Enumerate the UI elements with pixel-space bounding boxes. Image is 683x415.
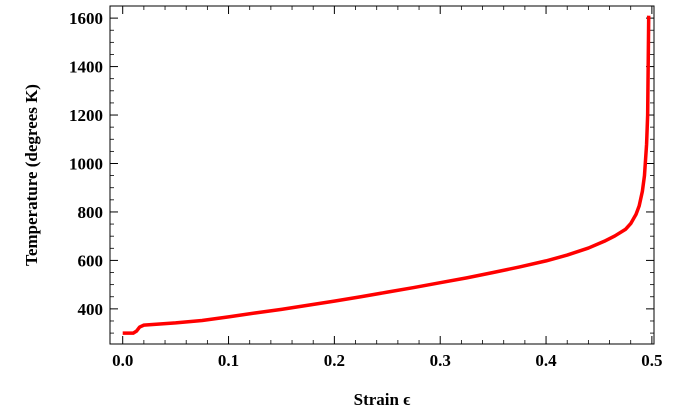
- x-tick-label: 0.2: [324, 351, 345, 370]
- x-axis-label: Strain ϵ: [354, 390, 411, 409]
- y-tick-label: 1400: [69, 58, 103, 77]
- temperature-series-line: [122, 15, 651, 335]
- plot-frame: [109, 5, 655, 345]
- axis-ticks: [110, 6, 654, 344]
- series-group: [122, 15, 651, 335]
- x-tick-label: 0.3: [430, 351, 451, 370]
- y-tick-label: 1600: [69, 9, 103, 28]
- y-tick-labels: 400 600 800 1000 1200 1400 1600: [69, 9, 103, 319]
- x-tick-label: 0.0: [112, 351, 133, 370]
- y-tick-label: 600: [78, 251, 104, 270]
- y-tick-label: 400: [78, 300, 104, 319]
- y-tick-label: 1200: [69, 106, 103, 125]
- y-axis-label: Temperature (degrees K): [22, 84, 41, 266]
- y-tick-label: 800: [78, 203, 104, 222]
- x-tick-label: 0.5: [641, 351, 662, 370]
- x-tick-label: 0.1: [218, 351, 239, 370]
- x-tick-labels: 0.0 0.1 0.2 0.3 0.4 0.5: [112, 351, 662, 370]
- x-tick-label: 0.4: [535, 351, 557, 370]
- y-tick-label: 1000: [69, 154, 103, 173]
